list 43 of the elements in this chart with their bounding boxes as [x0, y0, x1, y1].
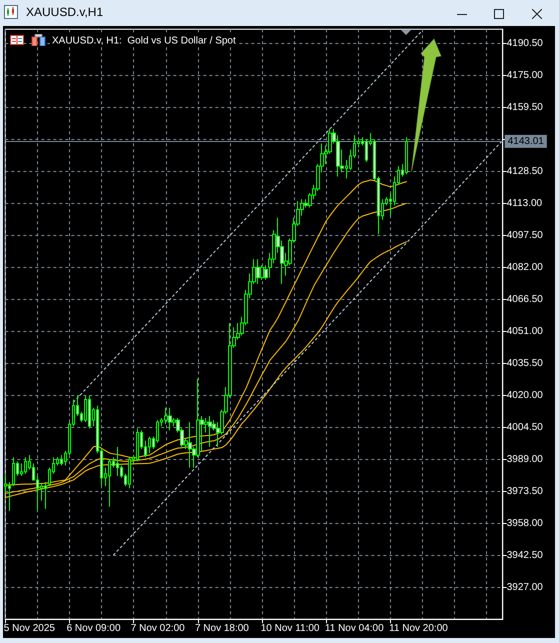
y-tick-label: 3973.50	[506, 486, 544, 497]
y-tick-label: 3958.00	[506, 518, 544, 529]
x-tick-label: 10 Nov 11:00	[260, 622, 320, 634]
x-tick-label: 7 Nov 18:00	[194, 622, 250, 634]
candlestick	[208, 415, 212, 448]
candlestick	[60, 454, 63, 466]
line-series	[113, 140, 504, 556]
candlestick	[188, 422, 192, 468]
candlestick	[256, 258, 260, 284]
y-tick-label: 4128.50	[506, 166, 544, 177]
x-tick-label: 7 Nov 02:00	[130, 622, 186, 634]
y-tick-label: 4066.50	[506, 294, 544, 305]
x-tick-label: 6 Nov 09:00	[66, 622, 121, 634]
candlestick	[128, 456, 131, 489]
y-tick-label: 4082.00	[506, 262, 544, 273]
y-tick-label: 4159.50	[506, 102, 544, 113]
candlestick	[168, 407, 172, 431]
y-tick-label: 4190.50	[506, 38, 544, 49]
candlestick	[88, 394, 91, 429]
chart-title: XAUUSD.v,H1	[26, 5, 104, 20]
y-tick-label: 4035.50	[506, 358, 544, 369]
candlestick	[108, 458, 111, 508]
candlestick	[12, 456, 15, 487]
y-tick-label: 4020.00	[506, 390, 544, 401]
y-tick-label: 3942.50	[506, 550, 544, 561]
candlestick	[405, 136, 408, 175]
y-tick-label: 3989.00	[506, 454, 544, 465]
candlestick	[136, 428, 139, 462]
x-tick-label: 5 Nov 2025	[4, 622, 56, 634]
candlestick	[44, 482, 47, 510]
y-tick-label: 3927.00	[506, 582, 544, 593]
y-tick-label: 4113.00	[506, 198, 543, 209]
candlestick	[24, 456, 27, 474]
y-tick-label: 4175.00	[506, 70, 544, 81]
text: XAUUSD.v, H1: Gold vs US Dollar / Spot	[52, 36, 236, 46]
x-tick-label: 11 Nov 04:00	[324, 622, 384, 634]
y-tick-label: 4097.50	[506, 230, 544, 241]
x-tick-label: 11 Nov 20:00	[389, 622, 448, 634]
y-tick-label: 4004.50	[506, 422, 544, 433]
ref-line-label: 4143.01	[508, 136, 544, 147]
candlestick	[148, 436, 151, 454]
y-tick-label: 4051.00	[506, 326, 544, 337]
candlestick	[116, 446, 119, 476]
